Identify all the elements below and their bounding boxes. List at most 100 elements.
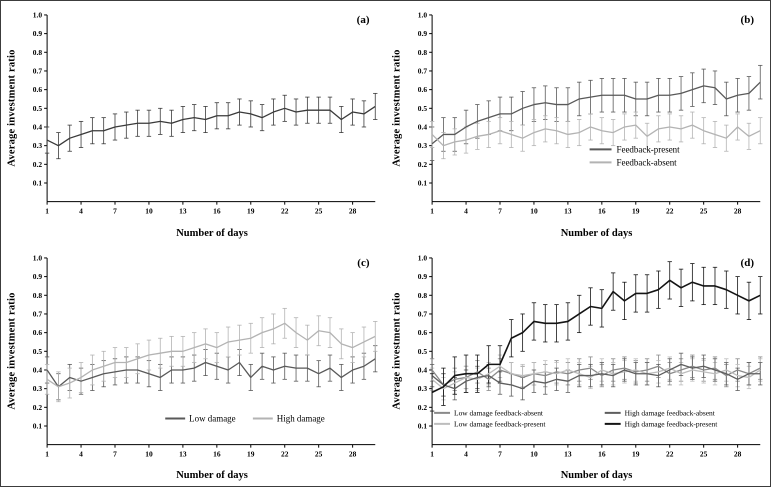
y-ticks: 0.1 0.2 0.3 0.4 0.5 0.6 0.7 0.8 0.9 1.0 (33, 253, 48, 430)
x-ticks: 1 4 7 10 13 16 19 22 25 28 (430, 444, 741, 458)
y-tick-label: 0.8 (33, 48, 43, 57)
x-axis-title: Number of days (176, 227, 248, 239)
y-tick-label: 0.2 (33, 402, 43, 411)
x-tick-label: 7 (498, 207, 502, 216)
x-tick-label: 16 (213, 449, 221, 458)
panel-label: (c) (357, 256, 370, 269)
x-tick-label: 16 (213, 207, 221, 216)
y-tick-label: 0.4 (417, 365, 427, 374)
legend-label: Low damage feedback-present (454, 419, 546, 428)
y-tick-label: 0.3 (33, 384, 43, 393)
y-tick-label: 0.5 (417, 104, 427, 113)
y-tick-label: 0.1 (33, 179, 43, 188)
y-tick-label: 0.6 (417, 85, 427, 94)
y-tick-label: 1.0 (417, 253, 427, 262)
x-tick-label: 4 (79, 207, 83, 216)
y-ticks: 0.1 0.2 0.3 0.4 0.5 0.6 0.7 0.8 0.9 1.0 (417, 11, 432, 188)
y-tick-label: 0.8 (417, 290, 427, 299)
error-bars-series-0 (429, 64, 762, 161)
x-tick-label: 16 (598, 449, 606, 458)
x-tick-label: 28 (349, 207, 357, 216)
x-axis-title: Number of days (176, 470, 248, 481)
y-axis-title: Average investment ratio (6, 291, 18, 410)
y-tick-label: 0.4 (33, 123, 43, 132)
x-tick-label: 1 (45, 449, 49, 458)
y-tick-label: 0.4 (417, 123, 427, 132)
y-ticks: 0.1 0.2 0.3 0.4 0.5 0.6 0.7 0.8 0.9 1.0 (33, 11, 48, 188)
y-tick-label: 0.5 (33, 346, 43, 355)
y-tick-label: 0.9 (33, 29, 43, 38)
y-tick-label: 0.8 (417, 48, 427, 57)
x-tick-label: 22 (665, 207, 673, 216)
x-tick-label: 19 (247, 207, 255, 216)
series-line-0 (431, 365, 761, 386)
y-tick-label: 0.6 (417, 328, 427, 337)
y-tick-label: 0.6 (33, 328, 43, 337)
x-tick-label: 13 (179, 207, 187, 216)
x-tick-label: 7 (113, 207, 117, 216)
x-tick-label: 25 (699, 207, 707, 216)
legend-label: Low damage feedback-absent (454, 408, 544, 417)
y-tick-label: 0.6 (33, 85, 43, 94)
panel-c-chart: 0.10.20.30.40.50.60.70.80.91.01 4 7 10 13 16 1… (33, 253, 378, 458)
series-line-0 (46, 357, 376, 387)
y-tick-label: 0.7 (417, 67, 427, 76)
error-bars-series-0 (429, 354, 762, 397)
y-tick-label: 0.8 (33, 290, 43, 299)
x-tick-label: 22 (281, 207, 289, 216)
error-bars-series-0 (44, 92, 378, 160)
legend: Low damage High damage (165, 413, 325, 423)
y-tick-label: 0.7 (33, 67, 43, 76)
x-tick-label: 19 (632, 449, 640, 458)
x-tick-label: 22 (665, 449, 673, 458)
x-tick-label: 28 (349, 449, 357, 458)
y-tick-label: 0.5 (417, 346, 427, 355)
y-tick-label: 0.3 (417, 384, 427, 393)
x-tick-label: 25 (699, 449, 707, 458)
legend: Feedback-present Feedback-absent (589, 144, 680, 167)
error-bars-series-1 (44, 307, 378, 402)
error-bars-series-0 (44, 344, 378, 400)
x-tick-label: 19 (632, 207, 640, 216)
x-tick-label: 13 (179, 449, 187, 458)
x-tick-label: 10 (145, 207, 153, 216)
y-axis-title: Average investment ratio (391, 291, 402, 410)
x-tick-label: 10 (530, 449, 538, 458)
panel-label: (a) (356, 14, 370, 26)
y-axis-title: Average investment ratio (391, 49, 402, 167)
x-ticks: 1 4 7 10 13 16 19 22 25 28 (45, 201, 357, 216)
y-tick-label: 0.7 (417, 309, 427, 318)
y-tick-label: 0.9 (33, 272, 43, 281)
series-line-0 (431, 81, 761, 145)
x-tick-label: 22 (281, 449, 289, 458)
axes (46, 14, 376, 203)
x-tick-label: 13 (564, 449, 572, 458)
series-line-3 (431, 279, 761, 393)
series-line-1 (431, 365, 761, 389)
x-tick-label: 7 (113, 449, 117, 458)
y-tick-label: 0.2 (417, 402, 427, 411)
series-line-1 (431, 124, 761, 147)
x-ticks: 1 4 7 10 13 16 19 22 25 28 (430, 201, 741, 216)
x-tick-label: 10 (145, 449, 153, 458)
series-line-1 (46, 322, 376, 387)
error-bars-series-3 (429, 260, 762, 411)
x-tick-label: 16 (598, 207, 606, 216)
x-axis-title: Number of days (560, 227, 633, 239)
y-tick-label: 0.1 (417, 421, 427, 430)
panel-a: 0.1 0.2 0.3 0.4 0.5 0.6 0.7 0.8 0.9 1.0 1 4 7 10 13 16 1… (1, 1, 386, 244)
x-tick-label: 4 (464, 207, 468, 216)
panel-label: (d) (740, 256, 754, 269)
y-tick-label: 0.3 (417, 141, 427, 150)
y-tick-label: 0.7 (33, 309, 43, 318)
legend-label: High damage feedback-absent (624, 408, 715, 417)
y-tick-label: 0.2 (417, 160, 427, 169)
legend-label: Low damage (189, 413, 236, 423)
x-tick-label: 28 (733, 449, 741, 458)
x-tick-label: 13 (564, 207, 572, 216)
legend-label: Feedback-absent (616, 157, 677, 167)
axes (431, 14, 760, 203)
panel-label: (b) (740, 14, 754, 26)
x-tick-label: 10 (530, 207, 538, 216)
